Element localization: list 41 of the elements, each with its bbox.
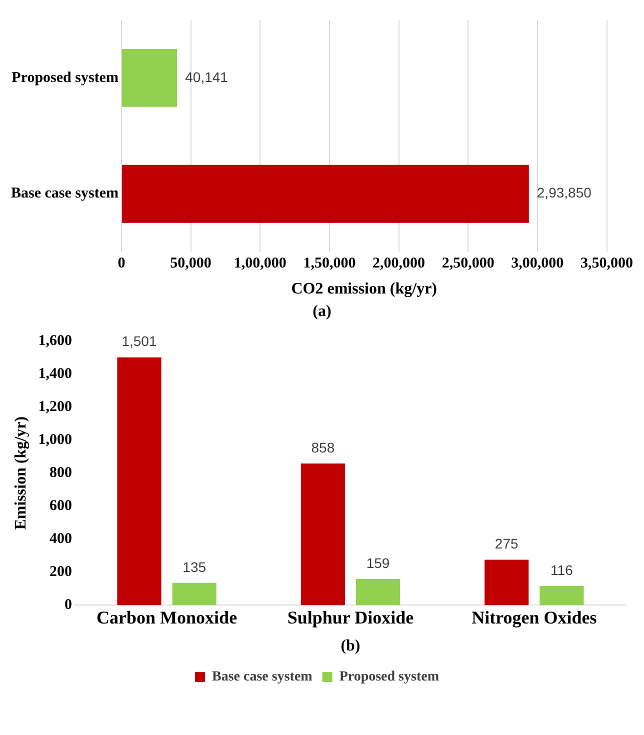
bar [484,560,529,606]
y-tick-label: Proposed system [12,70,119,86]
x-tick-label: Sulphur Dioxide [287,608,414,628]
x-tick-label: Nitrogen Oxides [472,608,597,628]
y-tick-label: 1,400 [38,366,72,382]
y-tick-label: 200 [49,564,72,580]
data-label: 135 [182,558,206,575]
text: (b) [340,638,360,655]
data-label: 2,93,850 [536,184,592,201]
x-tick-label: Carbon Monoxide [96,608,238,628]
y-tick-label: 400 [49,531,72,548]
y-tick-label: 1,200 [38,398,72,415]
data-label: 1,501 [122,333,157,350]
legend-label: Base case system [212,670,313,685]
bar [172,582,216,606]
bar [117,357,162,606]
x-tick-label: 1,00,000 [234,256,286,272]
x-tick-label: 2,00,000 [372,256,426,272]
x-axis-title: CO2 emission (kg/yr) [291,280,438,298]
y-tick-label: 1,600 [38,332,72,349]
x-tick-label: 3,00,000 [511,256,564,272]
y-tick-label: 1,000 [38,432,72,448]
x-tick-label: 2,50,000 [442,256,494,272]
data-label: 159 [366,554,390,571]
y-tick-label: Base case system [10,186,119,202]
text: (a) [312,303,332,321]
x-tick-label: 50,000 [170,256,212,272]
y-axis-title: Emission (kg/yr) [12,416,30,530]
y-tick-label: 0 [64,597,72,614]
legend-label: Proposed system [339,670,440,685]
bar [300,464,345,606]
data-label: 858 [311,439,335,456]
x-tick-label: 3,50,000 [580,256,633,272]
bar [356,578,400,606]
bar [540,586,584,606]
data-label: 275 [494,536,518,552]
data-label: 116 [550,562,574,578]
x-tick-label: 1,50,000 [303,256,356,272]
data-label: 40,141 [185,68,228,85]
y-tick-label: 800 [49,464,72,481]
y-tick-label: 600 [49,498,72,514]
